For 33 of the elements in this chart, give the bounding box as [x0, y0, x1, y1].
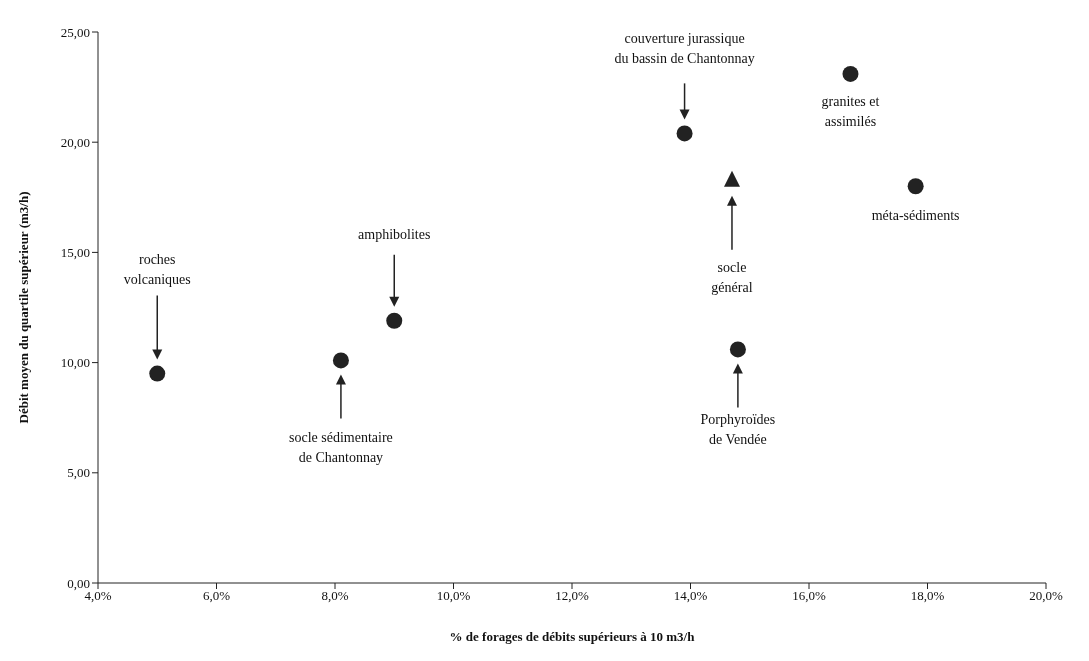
annotation: granites et assimilés	[821, 93, 880, 129]
annotation: amphibolites	[358, 226, 431, 242]
x-tick-label: 20,0%	[1029, 588, 1063, 604]
x-tick-label: 14,0%	[673, 588, 708, 604]
annotation: socle général	[711, 259, 753, 295]
point	[332, 352, 349, 369]
point	[149, 365, 166, 382]
x-tick-label: 12,0%	[555, 588, 589, 604]
x-tick-label: 10,0%	[436, 588, 471, 604]
point	[723, 170, 740, 187]
annotation: méta-sédiments	[871, 208, 960, 224]
y-axis-title: Débit moyen du quartile supérieur (m3/h)	[15, 191, 31, 424]
annotation: socle sédimentaire de Chantonnay	[289, 430, 393, 466]
x-tick-label: 18,0%	[910, 588, 945, 604]
point	[676, 125, 693, 142]
x-tick-label: 6,0%	[202, 588, 231, 604]
y-tick-label: 5,00	[67, 465, 90, 481]
y-tick-label: 10,00	[60, 355, 90, 371]
x-tick-label: 16,0%	[792, 588, 826, 604]
y-tick-label: 25,00	[60, 24, 90, 40]
y-tick-label: 15,00	[60, 245, 90, 261]
y-tick-label: 20,00	[60, 134, 90, 150]
point	[907, 178, 924, 195]
annotation: roches volcaniques	[123, 251, 191, 287]
annotation: couverture jurassique du bassin de Chantonnay	[614, 31, 755, 67]
y-tick-label: 0,00	[67, 575, 90, 591]
point	[386, 312, 403, 329]
x-tick-label: 8,0%	[321, 588, 349, 604]
annotation: Porphyroïdes de Vendée	[700, 412, 776, 448]
x-axis-title: % de forages de débits supérieurs à 10 m3/h	[449, 629, 696, 644]
point	[842, 65, 859, 82]
x-tick-label: 4,0%	[84, 588, 112, 604]
point	[729, 341, 746, 358]
